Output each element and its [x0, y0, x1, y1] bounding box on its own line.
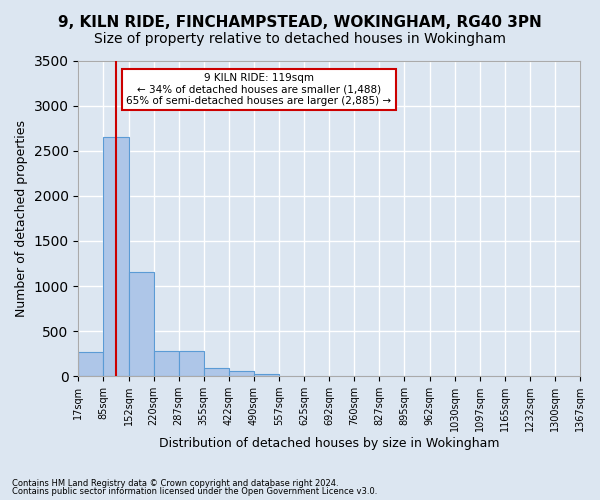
- Text: Size of property relative to detached houses in Wokingham: Size of property relative to detached ho…: [94, 32, 506, 46]
- Text: Contains HM Land Registry data © Crown copyright and database right 2024.: Contains HM Land Registry data © Crown c…: [12, 478, 338, 488]
- Text: 9, KILN RIDE, FINCHAMPSTEAD, WOKINGHAM, RG40 3PN: 9, KILN RIDE, FINCHAMPSTEAD, WOKINGHAM, …: [58, 15, 542, 30]
- Bar: [103, 137, 128, 376]
- Text: 9 KILN RIDE: 119sqm
← 34% of detached houses are smaller (1,488)
65% of semi-det: 9 KILN RIDE: 119sqm ← 34% of detached ho…: [127, 73, 392, 106]
- Bar: [154, 350, 179, 376]
- Bar: [254, 374, 279, 376]
- Text: Contains public sector information licensed under the Open Government Licence v3: Contains public sector information licen…: [12, 487, 377, 496]
- Bar: [179, 350, 204, 376]
- Bar: [79, 352, 103, 376]
- Bar: [128, 272, 154, 376]
- Y-axis label: Number of detached properties: Number of detached properties: [15, 120, 28, 317]
- Bar: [229, 372, 254, 376]
- X-axis label: Distribution of detached houses by size in Wokingham: Distribution of detached houses by size …: [159, 437, 499, 450]
- Bar: [204, 368, 229, 376]
